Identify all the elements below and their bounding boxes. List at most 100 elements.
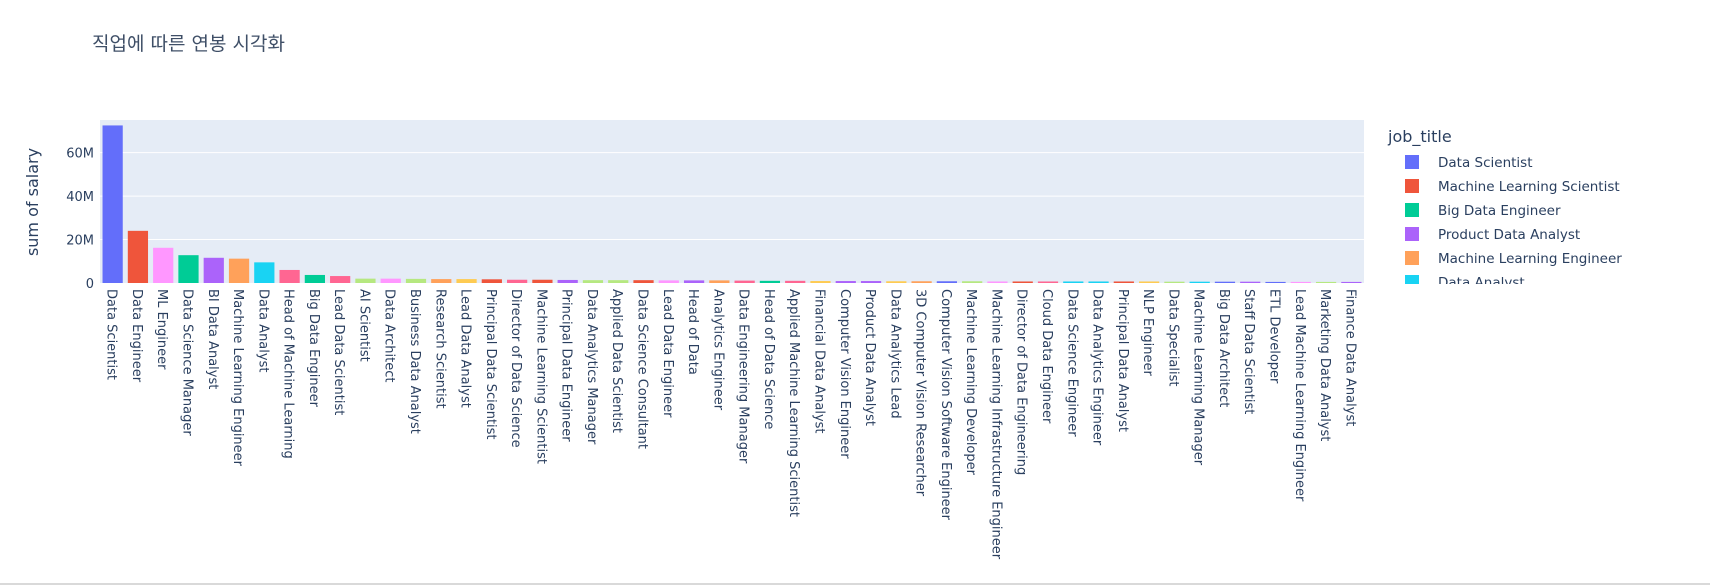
x-tick-label: Big Data Engineer bbox=[306, 289, 321, 408]
x-tick-label: Machine Learning Manager bbox=[1191, 289, 1206, 466]
legend-swatch[interactable] bbox=[1405, 251, 1419, 265]
x-tick-label: Machine Learning Infrastructure Engineer bbox=[988, 289, 1003, 560]
legend-item-label[interactable]: Machine Learning Scientist bbox=[1438, 179, 1620, 195]
x-tick-label: Research Scientist bbox=[432, 289, 447, 409]
x-tick-label: Data Engineering Manager bbox=[736, 289, 751, 464]
legend-swatch[interactable] bbox=[1405, 179, 1419, 193]
bar[interactable] bbox=[1265, 281, 1286, 283]
y-tick-label: 40M bbox=[66, 190, 94, 205]
bar[interactable] bbox=[1164, 281, 1185, 283]
bar[interactable] bbox=[1214, 281, 1236, 283]
legend-swatch[interactable] bbox=[1405, 203, 1419, 217]
x-tick-label: Machine Learning Developer bbox=[963, 289, 978, 476]
x-tick-label: NLP Engineer bbox=[1140, 289, 1155, 376]
x-tick-label: Director of Data Science bbox=[508, 289, 523, 448]
x-tick-label: Analytics Engineer bbox=[710, 289, 725, 411]
bar[interactable] bbox=[1088, 281, 1109, 283]
bar[interactable] bbox=[1341, 281, 1362, 283]
bar[interactable] bbox=[683, 280, 705, 283]
x-tick-label: Principal Data Engineer bbox=[559, 289, 574, 442]
x-tick-label: Applied Machine Learning Scientist bbox=[786, 289, 801, 517]
legend-swatch[interactable] bbox=[1405, 227, 1419, 241]
bar[interactable] bbox=[507, 279, 528, 283]
legend-item-label[interactable]: Data Scientist bbox=[1438, 155, 1533, 171]
x-tick-label: Business Data Analyst bbox=[407, 289, 422, 434]
legend-swatch[interactable] bbox=[1405, 275, 1419, 289]
x-tick-label: Lead Data Analyst bbox=[458, 289, 473, 408]
legend-item-label[interactable]: Data Analyst bbox=[1438, 275, 1525, 291]
legend-item-label[interactable]: Big Data Engineer bbox=[1438, 203, 1561, 219]
x-tick-label: Financial Data Analyst bbox=[811, 289, 826, 434]
x-tick-label: Head of Data Science bbox=[761, 289, 776, 429]
bar[interactable] bbox=[1012, 281, 1033, 283]
bar[interactable] bbox=[936, 281, 957, 283]
y-tick-label: 20M bbox=[66, 234, 94, 249]
bar[interactable] bbox=[1290, 281, 1311, 283]
bar[interactable] bbox=[279, 269, 300, 283]
bar[interactable] bbox=[481, 279, 502, 283]
bar[interactable] bbox=[405, 278, 427, 283]
bar[interactable] bbox=[557, 279, 578, 283]
x-tick-label: ETL Developer bbox=[1267, 289, 1282, 384]
bar[interactable] bbox=[304, 274, 325, 283]
bar[interactable] bbox=[1063, 281, 1084, 283]
chart-title: 직업에 따른 연봉 시각화 bbox=[92, 33, 285, 55]
bar[interactable] bbox=[1139, 281, 1160, 283]
bar[interactable] bbox=[431, 279, 452, 283]
bar[interactable] bbox=[658, 280, 679, 283]
bar[interactable] bbox=[1315, 281, 1337, 283]
plot-background bbox=[100, 120, 1364, 283]
bar[interactable] bbox=[127, 230, 149, 283]
legend-item-label[interactable]: Machine Learning Engineer bbox=[1438, 251, 1622, 267]
bar[interactable] bbox=[1113, 281, 1134, 283]
bar[interactable] bbox=[1240, 281, 1261, 283]
bar[interactable] bbox=[759, 280, 781, 283]
bar[interactable] bbox=[911, 281, 932, 283]
bar[interactable] bbox=[1189, 281, 1210, 283]
bar[interactable] bbox=[203, 257, 224, 283]
x-tick-label: Product Data Analyst bbox=[862, 289, 877, 426]
legend[interactable]: job_title Data Scientist Machine Learning… bbox=[1387, 127, 1622, 291]
bars[interactable] bbox=[102, 125, 1362, 283]
bottom-border bbox=[0, 583, 1710, 585]
x-tick-label: Staff Data Scientist bbox=[1241, 289, 1256, 414]
bar[interactable] bbox=[355, 278, 376, 283]
bar[interactable] bbox=[785, 280, 806, 283]
bar[interactable] bbox=[835, 281, 856, 283]
bar[interactable] bbox=[456, 279, 477, 283]
y-axis-label: sum of salary bbox=[23, 148, 42, 256]
bar[interactable] bbox=[709, 280, 730, 283]
y-tick-label: 60M bbox=[66, 147, 94, 162]
x-tick-label: Head of Data bbox=[685, 289, 700, 375]
bar[interactable] bbox=[608, 280, 629, 283]
bar[interactable] bbox=[1037, 281, 1059, 283]
x-tick-label: Cloud Data Engineer bbox=[1039, 289, 1054, 424]
x-tick-label: AI Scientist bbox=[356, 289, 371, 362]
bar[interactable] bbox=[962, 281, 983, 283]
bar[interactable] bbox=[532, 279, 553, 283]
x-tick-label: Data Analytics Engineer bbox=[1090, 289, 1105, 446]
bar[interactable] bbox=[102, 125, 123, 283]
x-tick-label: Data Science Engineer bbox=[1064, 289, 1079, 437]
bar[interactable] bbox=[582, 280, 604, 283]
x-tick-label: Marketing Data Analyst bbox=[1317, 289, 1332, 441]
x-tick-label: Data Analyst bbox=[255, 289, 270, 372]
bar[interactable] bbox=[380, 278, 401, 283]
bar[interactable] bbox=[153, 247, 174, 283]
bar[interactable] bbox=[886, 281, 907, 283]
legend-swatch[interactable] bbox=[1405, 155, 1419, 169]
legend-item-label[interactable]: Product Data Analyst bbox=[1438, 227, 1580, 243]
bar[interactable] bbox=[178, 255, 199, 283]
bar[interactable] bbox=[860, 281, 882, 283]
x-tick-label: Big Data Architect bbox=[1216, 289, 1231, 407]
bar[interactable] bbox=[810, 281, 831, 283]
bar[interactable] bbox=[734, 280, 755, 283]
x-axis-ticks: Data Scientist Data Engineer ML Engineer Da… bbox=[104, 289, 1358, 560]
x-tick-label: Data Science Consultant bbox=[635, 289, 650, 449]
bar[interactable] bbox=[330, 276, 351, 283]
bar[interactable] bbox=[254, 262, 275, 283]
bar[interactable] bbox=[228, 258, 250, 283]
bar[interactable] bbox=[987, 281, 1008, 283]
bar[interactable] bbox=[633, 280, 654, 283]
